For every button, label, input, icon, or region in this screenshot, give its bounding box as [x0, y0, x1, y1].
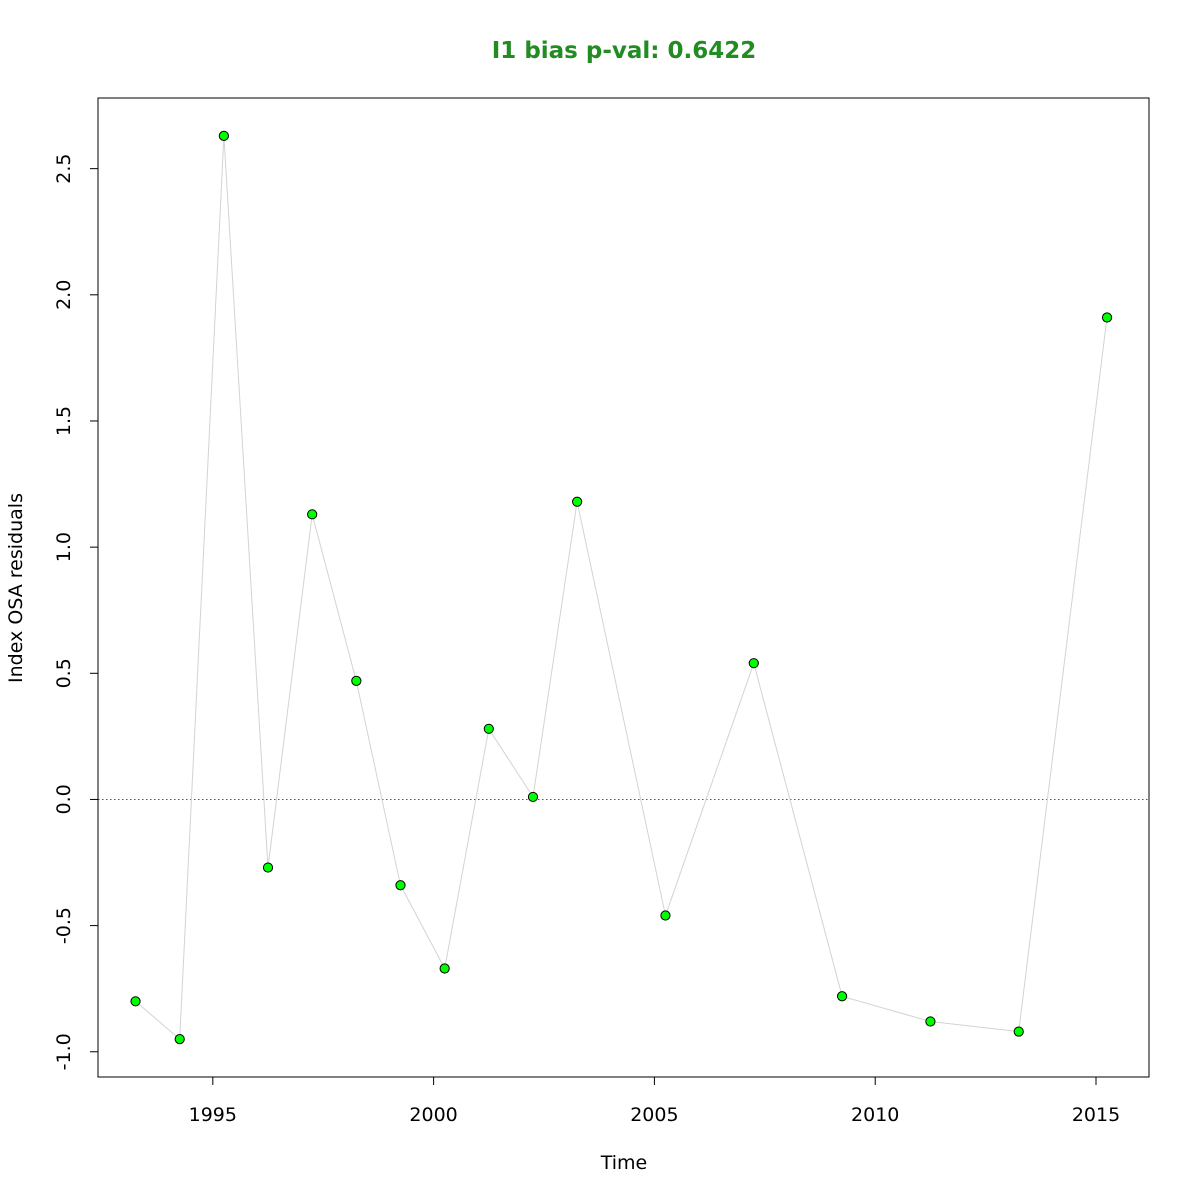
x-axis-label: Time [600, 1152, 648, 1174]
data-point [660, 910, 671, 921]
data-point [527, 791, 539, 803]
data-point [174, 1034, 185, 1045]
y-tick-label: -0.5 [53, 907, 75, 944]
chart-title: I1 bias p-val: 0.6422 [492, 38, 757, 64]
data-point [1101, 312, 1113, 323]
data-point [262, 862, 274, 873]
data-point [483, 723, 494, 734]
data-point [307, 509, 318, 520]
y-tick-label: 2.5 [53, 153, 75, 183]
plot-area: 1995 2000 2005 2010 2015 -1.0 -0.5 0.0 0.5 1.0 1.5… [53, 97, 1150, 1126]
x-tick-label: 2015 [1072, 1104, 1120, 1126]
data-point [572, 496, 583, 507]
y-tick-label: 1.5 [53, 406, 75, 436]
y-tick-label: 0.0 [53, 784, 75, 814]
data-point [130, 996, 141, 1007]
series-line [135, 135, 1108, 1041]
y-tick-label: 0.5 [53, 658, 75, 688]
x-tick-label: 2000 [409, 1104, 457, 1126]
data-point [748, 658, 759, 669]
y-axis-label: Index OSA residuals [5, 493, 27, 683]
data-point [351, 675, 362, 686]
x-tick-label: 2010 [851, 1104, 899, 1126]
y-tick-label: 1.0 [53, 532, 75, 562]
plot-frame [97, 97, 1150, 1078]
x-tick-label: 2005 [630, 1104, 678, 1126]
data-point [1013, 1026, 1024, 1037]
x-tick-label: 1995 [189, 1104, 237, 1126]
y-tick-label: 2.0 [53, 280, 75, 310]
data-point [395, 880, 406, 891]
data-point [218, 130, 229, 141]
data-point [925, 1016, 936, 1027]
data-point [836, 991, 848, 1002]
y-tick-label: -1.0 [53, 1033, 75, 1070]
data-point [439, 963, 450, 974]
